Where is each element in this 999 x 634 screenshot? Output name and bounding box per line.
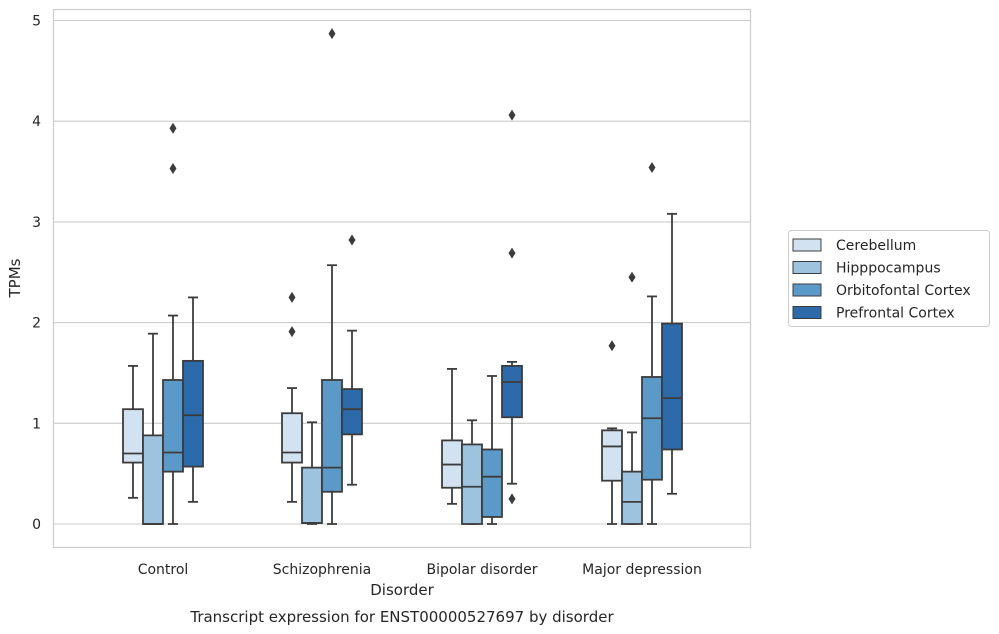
box-iqr: [142, 434, 164, 525]
x-tick-label: Bipolar disorder: [426, 562, 537, 578]
box-1-2: [461, 419, 483, 525]
box-2-1: [321, 28, 343, 525]
box-0-3: [601, 340, 623, 525]
box-iqr: [162, 379, 184, 473]
box-iqr: [501, 365, 523, 419]
legend-swatch: [792, 306, 822, 319]
outlier-point: [328, 28, 336, 40]
box-1-1: [301, 421, 323, 525]
x-tick-label: Schizophrenia: [273, 562, 371, 578]
outlier-point: [608, 340, 616, 352]
box-3-1: [341, 234, 363, 486]
outlier-point: [508, 109, 516, 121]
legend: Cerebellum Hipppocampus Orbitofontal Corte…: [788, 230, 990, 327]
plot-area-frame: [52, 8, 752, 549]
box-iqr: [661, 322, 683, 451]
outlier-point: [508, 493, 516, 505]
y-axis-ticks: 0 1 2 3 4 5: [32, 14, 41, 534]
box-1-0: [142, 332, 164, 525]
y-tick-label: 1: [32, 416, 41, 432]
x-axis-ticks: Control Schizophrenia Bipolar disorder Majo…: [138, 562, 702, 578]
box-3-0: [182, 296, 204, 503]
outlier-point: [288, 326, 296, 338]
box-0-1: [281, 291, 303, 503]
outlier-point: [508, 247, 516, 259]
legend-frame: [788, 230, 990, 327]
y-tick-label: 2: [32, 316, 41, 332]
y-tick-label: 3: [32, 215, 41, 231]
legend-swatch: [792, 238, 822, 252]
box-3-3: [661, 212, 683, 495]
box-2-0: [162, 122, 184, 525]
box-iqr: [182, 359, 204, 468]
outlier-point: [628, 271, 636, 283]
box-iqr: [621, 470, 643, 525]
box-0-2: [441, 368, 463, 505]
box-3-2: [501, 109, 523, 505]
y-tick-label: 4: [32, 114, 41, 130]
box-iqr: [601, 429, 623, 482]
box-iqr: [641, 376, 663, 481]
legend-swatch: [792, 283, 822, 297]
y-tick-label: 5: [32, 14, 41, 30]
outlier-point: [348, 234, 356, 246]
box-iqr: [341, 388, 363, 436]
box-marks: [122, 28, 683, 525]
box-iqr: [122, 408, 144, 464]
box-0-0: [122, 365, 144, 499]
legend-label: Hipppocampus: [836, 261, 941, 277]
x-tick-label: Control: [138, 562, 189, 578]
legend-label: Cerebellum: [836, 238, 916, 254]
outlier-point: [169, 163, 177, 175]
x-axis-label: Disorder: [370, 581, 434, 599]
chart-caption: Transcript expression for ENST0000052769…: [189, 608, 614, 626]
y-tick-label: 0: [32, 517, 41, 533]
box-2-2: [481, 375, 503, 525]
legend-label: Orbitofontal Cortex: [836, 283, 971, 299]
box-iqr: [461, 443, 483, 525]
box-iqr: [321, 379, 343, 493]
box-2-3: [641, 162, 663, 525]
outlier-point: [288, 291, 296, 303]
legend-swatch: [792, 261, 822, 274]
outlier-point: [169, 122, 177, 134]
box-iqr: [281, 412, 303, 464]
x-tick-label: Major depression: [582, 562, 702, 578]
outlier-point: [648, 162, 656, 174]
legend-label: Prefrontal Cortex: [836, 306, 955, 322]
box-iqr: [301, 466, 323, 524]
box-1-3: [621, 271, 643, 525]
box-iqr: [481, 448, 503, 518]
y-axis-label: TPMs: [6, 258, 24, 298]
